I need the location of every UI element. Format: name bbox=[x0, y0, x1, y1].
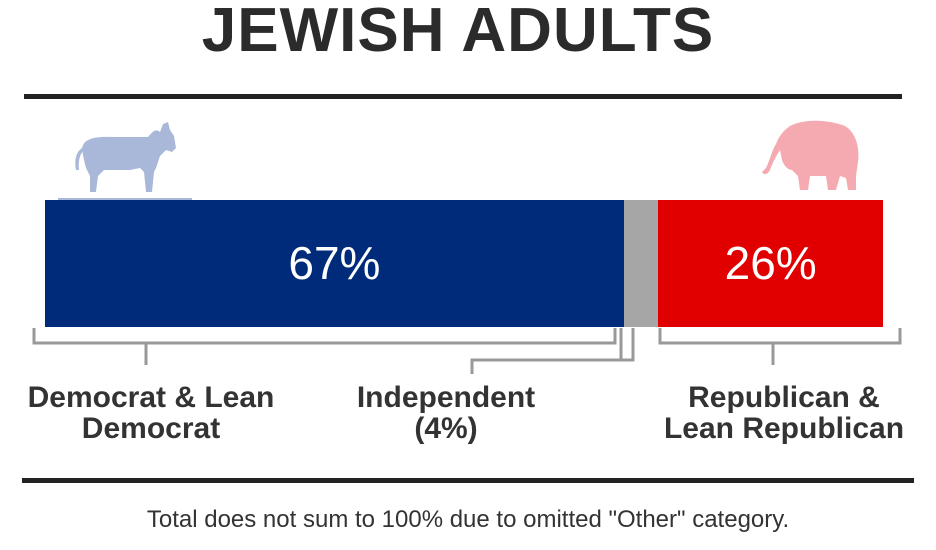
category-label-republican: Republican & Lean Republican bbox=[663, 381, 905, 445]
category-label-democrat: Democrat & Lean Democrat bbox=[27, 381, 275, 445]
elephant-icon bbox=[762, 120, 859, 190]
donkey-icon bbox=[75, 122, 176, 192]
bar-independent bbox=[623, 200, 659, 327]
independent-bracket bbox=[470, 328, 635, 374]
donkey-base-line bbox=[58, 198, 192, 201]
republican-bracket bbox=[658, 328, 902, 365]
bar-democrat bbox=[45, 200, 624, 327]
democrat-bracket bbox=[32, 328, 617, 365]
bar-label-democrat: 67% bbox=[288, 237, 381, 289]
chart-title: JEWISH ADULTS bbox=[201, 0, 715, 65]
bar-label-republican: 26% bbox=[724, 237, 817, 289]
category-label-independent: Independent (4%) bbox=[356, 381, 536, 445]
footnote: Total does not sum to 100% due to omitte… bbox=[146, 506, 790, 533]
bottom-divider bbox=[22, 478, 914, 483]
bar-republican bbox=[658, 200, 883, 327]
top-divider bbox=[24, 94, 902, 99]
